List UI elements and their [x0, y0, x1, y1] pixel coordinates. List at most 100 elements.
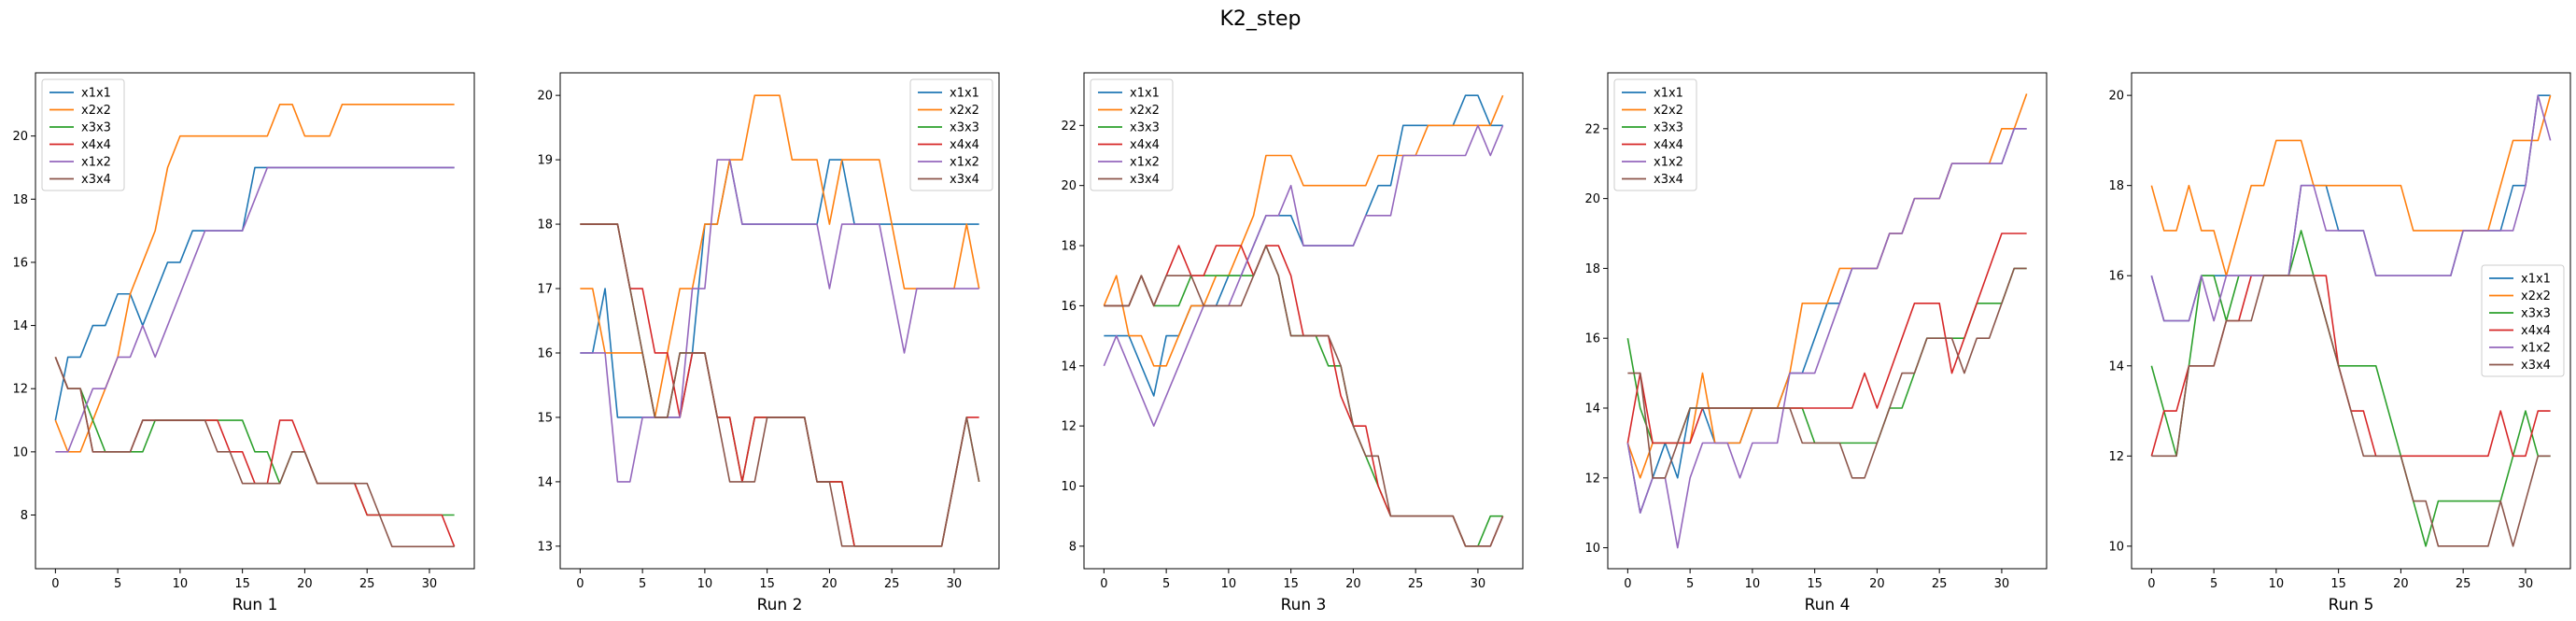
- y-tick-label: 14: [1584, 402, 1600, 416]
- x-tick-label: 15: [2330, 577, 2346, 591]
- series-line-x3x4: [1104, 245, 1504, 547]
- series-line-x3x3: [1104, 245, 1503, 547]
- x-tick-label: 0: [2147, 577, 2155, 591]
- y-tick-label: 20: [2108, 90, 2124, 104]
- x-axis-label: Run 2: [757, 596, 803, 614]
- y-tick-label: 10: [2108, 540, 2124, 554]
- legend-label-x3x3: x3x3: [1130, 121, 1160, 135]
- y-tick-label: 20: [1584, 192, 1600, 206]
- legend-label-x1x1: x1x1: [950, 87, 979, 101]
- legend-box: [1090, 78, 1174, 191]
- legend-label-x4x4: x4x4: [1654, 138, 1683, 152]
- x-tick-label: 15: [234, 577, 250, 591]
- series-line-x1x2: [580, 159, 979, 483]
- series-line-x1x2: [2150, 94, 2552, 322]
- x-tick-label: 30: [422, 577, 438, 591]
- axes-frame: [35, 72, 475, 570]
- x-tick-label: 10: [173, 577, 189, 591]
- y-tick-label: 20: [12, 130, 28, 144]
- y-tick-label: 12: [2108, 450, 2124, 464]
- legend-label-x4x4: x4x4: [81, 138, 111, 152]
- y-tick-label: 19: [537, 154, 553, 168]
- x-tick-label: 5: [2210, 577, 2217, 591]
- series-line-x4x4: [580, 223, 979, 547]
- legend-label-x2x2: x2x2: [1130, 104, 1160, 118]
- legend: x1x1 x2x2 x3x3 x4x4 x1x2 x3x4: [1613, 78, 1697, 191]
- series-lines: [1103, 94, 1504, 547]
- y-tick-label: 16: [2108, 270, 2124, 284]
- subplot-run-1: 0 5 10 15 20 25 30 8 10 12 14 16 18 20 Run 1 x1x1 x2x2 x3…: [12, 72, 475, 614]
- x-tick-label: 10: [1221, 577, 1237, 591]
- y-tick-label: 18: [1584, 262, 1600, 276]
- legend-box: [909, 78, 993, 191]
- y-tick-label: 18: [2108, 179, 2124, 193]
- x-tick-label: 0: [1100, 577, 1107, 591]
- legend-label-x3x4: x3x4: [1654, 173, 1683, 187]
- x-tick-label: 30: [1471, 577, 1486, 591]
- legend-label-x2x2: x2x2: [1654, 104, 1683, 118]
- legend: x1x1 x2x2 x3x3 x4x4 x1x2 x3x4: [1090, 78, 1174, 191]
- legend-label-x3x3: x3x3: [1654, 121, 1683, 135]
- x-tick-label: 0: [576, 577, 584, 591]
- series-line-x3x4: [2151, 275, 2551, 547]
- x-tick-label: 15: [1283, 577, 1299, 591]
- subplot-run-2: 0 5 10 15 20 25 30 13 14 15 16 17 18 19 20 Run 2 x1x1 x2x…: [537, 72, 1000, 614]
- axes-frame: [1083, 72, 1524, 570]
- y-tick-label: 12: [12, 383, 28, 397]
- legend-label-x1x2: x1x2: [81, 156, 111, 170]
- series-line-x3x4: [54, 357, 455, 548]
- series-line-x3x4: [1627, 267, 2027, 479]
- subplots: 0 5 10 15 20 25 30 8 10 12 14 16 18 20 Run 1 x1x1 x2x2 x3…: [12, 72, 2571, 614]
- series-line-x2x2: [2150, 94, 2552, 277]
- x-tick-label: 5: [1162, 577, 1170, 591]
- y-tick-label: 8: [21, 509, 28, 523]
- figure-suptitle: K2_step: [1219, 7, 1301, 31]
- x-axis-label: Run 4: [1805, 596, 1851, 614]
- y-tick-label: 17: [537, 283, 553, 297]
- series-lines: [54, 104, 456, 548]
- legend: x1x1 x2x2 x3x3 x4x4 x1x2 x3x4: [2481, 264, 2565, 377]
- y-tick-label: 20: [1061, 179, 1077, 193]
- y-tick-label: 16: [1584, 332, 1600, 346]
- legend-label-x1x2: x1x2: [1654, 156, 1683, 170]
- x-tick-label: 25: [1932, 577, 1948, 591]
- series-line-x1x2: [55, 166, 455, 453]
- x-tick-label: 5: [1686, 577, 1694, 591]
- y-tick-label: 10: [12, 445, 28, 459]
- series-line-x2x2: [1103, 94, 1504, 367]
- legend-box: [2481, 264, 2565, 377]
- axes-frame: [1607, 72, 2048, 570]
- y-tick-label: 16: [537, 346, 553, 360]
- x-axis-label: Run 5: [2329, 596, 2374, 614]
- legend-label-x2x2: x2x2: [950, 104, 979, 118]
- legend-label-x3x3: x3x3: [950, 121, 979, 135]
- legend: x1x1 x2x2 x3x3 x4x4 x1x2 x3x4: [41, 78, 125, 191]
- y-tick-label: 14: [1061, 360, 1077, 374]
- y-tick-label: 20: [537, 90, 553, 104]
- x-tick-label: 15: [759, 577, 775, 591]
- series-lines: [1626, 93, 2028, 549]
- x-tick-label: 20: [1345, 577, 1361, 591]
- legend-label-x3x3: x3x3: [81, 121, 111, 135]
- series-lines: [2150, 94, 2552, 547]
- x-tick-label: 25: [359, 577, 375, 591]
- legend-label-x1x1: x1x1: [81, 87, 111, 101]
- series-line-x1x1: [54, 166, 455, 421]
- y-tick-label: 15: [537, 411, 553, 425]
- legend-label-x3x4: x3x4: [2521, 359, 2551, 373]
- x-tick-label: 10: [2269, 577, 2285, 591]
- y-tick-label: 18: [12, 193, 28, 207]
- x-tick-label: 20: [822, 577, 838, 591]
- legend-label-x1x1: x1x1: [1654, 87, 1683, 101]
- x-tick-label: 0: [51, 577, 59, 591]
- legend-label-x1x1: x1x1: [2521, 273, 2551, 287]
- y-tick-label: 13: [537, 540, 553, 554]
- y-tick-label: 18: [537, 219, 553, 233]
- legend-label-x1x2: x1x2: [2521, 342, 2551, 356]
- legend-label-x2x2: x2x2: [81, 104, 111, 118]
- y-tick-label: 14: [2108, 360, 2124, 374]
- x-tick-label: 25: [2456, 577, 2471, 591]
- legend-label-x3x4: x3x4: [950, 173, 979, 187]
